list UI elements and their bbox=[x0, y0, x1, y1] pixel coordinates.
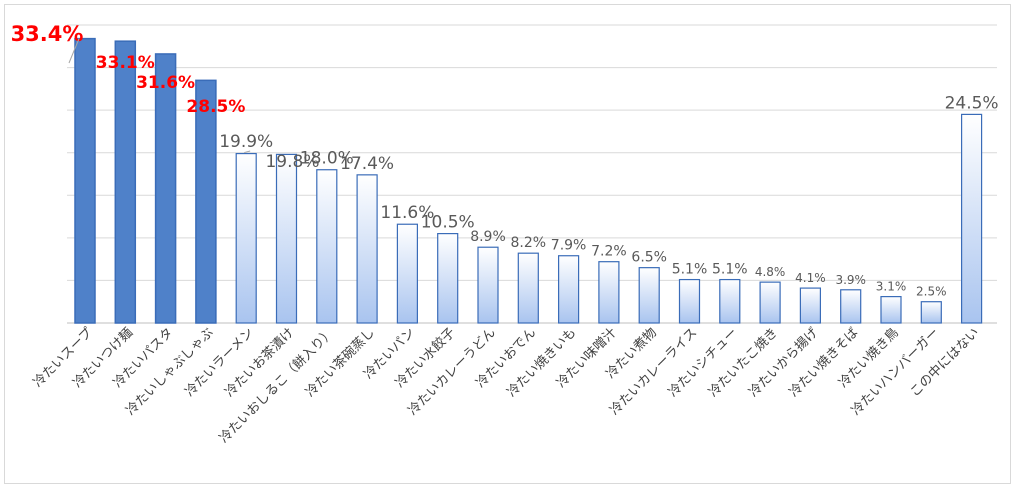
bar bbox=[598, 261, 620, 324]
category-label: 冷たい焼きいも bbox=[504, 325, 579, 400]
bar bbox=[477, 246, 499, 324]
value-label: 10.5% bbox=[421, 213, 475, 233]
value-label: 7.9% bbox=[551, 238, 587, 254]
value-label: 3.1% bbox=[876, 280, 907, 294]
category-label: 冷たいたこ焼き bbox=[706, 325, 781, 400]
value-label: 3.9% bbox=[835, 273, 866, 287]
leader-line bbox=[68, 38, 80, 64]
value-label: 7.2% bbox=[591, 244, 627, 260]
value-label: 8.9% bbox=[470, 229, 506, 245]
bar bbox=[920, 301, 942, 324]
value-label: 11.6% bbox=[380, 203, 434, 223]
bar bbox=[235, 152, 257, 324]
value-label: 19.8% bbox=[265, 152, 319, 172]
bar bbox=[759, 281, 781, 324]
bar bbox=[195, 79, 217, 324]
value-label: 5.1% bbox=[712, 262, 748, 278]
value-labels-group: 33.4% 33.1%31.6% 28.5% 19.9%19.8%18.0%17.4%… bbox=[11, 22, 999, 299]
value-label: 19.9% bbox=[219, 132, 273, 152]
leader-line bbox=[244, 150, 251, 154]
bar bbox=[316, 169, 338, 324]
value-label: 2.5% bbox=[916, 285, 947, 299]
bar bbox=[960, 113, 983, 324]
category-labels-group: 冷たいスープ冷たいつけ麺冷たいパスタ冷たいしゃぶしゃぶ冷たいラーメン冷たいお茶漬… bbox=[31, 325, 983, 447]
gridlines bbox=[67, 24, 997, 324]
bar bbox=[719, 278, 741, 324]
value-label: 33.4% bbox=[11, 22, 84, 46]
value-label: 8.2% bbox=[511, 235, 547, 251]
value-label: 24.5% bbox=[945, 93, 999, 113]
bar bbox=[880, 296, 902, 324]
bar bbox=[517, 252, 539, 324]
bar bbox=[356, 174, 378, 324]
category-label: 冷たいから揚げ bbox=[746, 325, 822, 401]
value-label: 18.0% bbox=[300, 149, 354, 169]
value-label: 17.4% bbox=[340, 154, 394, 174]
bar bbox=[840, 289, 862, 324]
bar bbox=[396, 223, 418, 324]
bar bbox=[638, 267, 660, 324]
bar bbox=[74, 37, 96, 324]
value-label: 6.5% bbox=[631, 250, 667, 266]
category-label: この中にはない bbox=[907, 325, 982, 400]
category-label: 冷たいお茶漬け bbox=[222, 325, 298, 401]
value-label: 33.1% bbox=[96, 53, 155, 73]
value-label: 31.6% bbox=[136, 73, 195, 93]
bar-chart: 33.4% 33.1%31.6% 28.5% 19.9%19.8%18.0%17.4%… bbox=[11, 22, 999, 447]
value-label: 28.5% bbox=[186, 97, 245, 117]
bars-group bbox=[74, 37, 983, 324]
bar bbox=[678, 278, 701, 324]
bar bbox=[275, 153, 298, 324]
bar bbox=[437, 233, 459, 324]
bar bbox=[799, 287, 822, 324]
value-label: 4.8% bbox=[755, 265, 786, 279]
bar bbox=[557, 255, 580, 324]
category-label: 冷たいシチュー bbox=[666, 325, 741, 400]
bar bbox=[154, 53, 177, 324]
category-label: 冷たい茶碗蒸し bbox=[302, 325, 378, 401]
category-label: 冷たい焼きそば bbox=[787, 325, 862, 400]
bar bbox=[114, 40, 137, 324]
value-label: 5.1% bbox=[672, 262, 708, 278]
chart-frame: 33.4% 33.1% 31.6% 28.5% 19.9% 19.8% 18.0% 17.4%… bbox=[4, 4, 1011, 484]
value-label: 4.1% bbox=[795, 271, 826, 285]
